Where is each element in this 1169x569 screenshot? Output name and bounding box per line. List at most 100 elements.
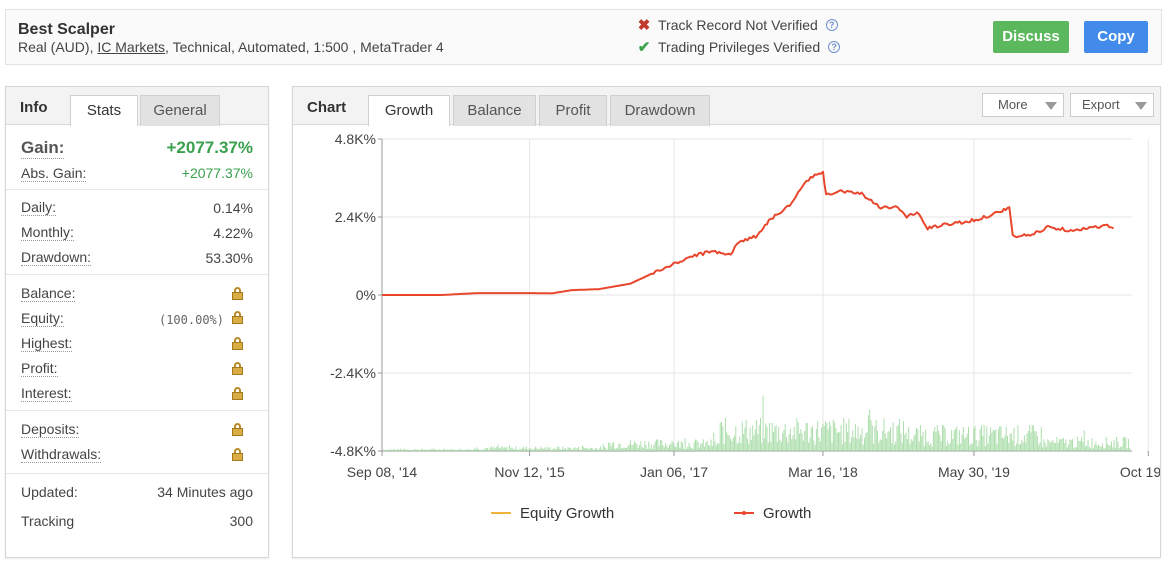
volume-bar <box>467 450 469 451</box>
volume-bar <box>995 429 997 451</box>
volume-bar <box>748 443 750 451</box>
growth-chart[interactable]: 4.8K% 2.4K% 0% -2.4K% -4.8K% Sep 08, '14 Nov … <box>293 125 1160 557</box>
volume-bar <box>910 438 912 451</box>
help-icon[interactable]: ? <box>828 41 841 53</box>
volume-bar <box>448 450 449 451</box>
volume-bar <box>1088 447 1090 451</box>
volume-bar <box>784 424 786 451</box>
volume-bar <box>581 445 583 451</box>
help-icon[interactable]: ? <box>825 19 838 31</box>
volume-bar <box>728 435 730 451</box>
volume-bar <box>410 450 412 451</box>
volume-bar <box>553 447 555 451</box>
tab-general[interactable]: General <box>140 95 220 126</box>
volume-bar <box>500 448 501 451</box>
lock-icon <box>232 287 243 300</box>
volume-bar <box>705 442 707 451</box>
volume-bar <box>650 444 652 451</box>
volume-bar <box>827 429 829 451</box>
volume-bar <box>575 448 577 451</box>
copy-button[interactable]: Copy <box>1084 21 1148 53</box>
volume-bar <box>570 447 572 451</box>
volume-bar <box>1117 441 1119 451</box>
volume-bar <box>614 448 616 451</box>
volume-bar <box>510 447 512 451</box>
volume-bar <box>622 448 624 451</box>
volume-bar <box>724 417 726 451</box>
volume-bar <box>470 449 472 451</box>
volume-bar <box>1068 444 1070 451</box>
export-dropdown[interactable]: Export <box>1070 93 1154 117</box>
divider <box>6 189 268 190</box>
more-dropdown[interactable]: More <box>982 93 1064 117</box>
volume-bar <box>414 449 416 451</box>
volume-bar <box>965 437 967 451</box>
volume-bar <box>805 422 807 451</box>
volume-bar <box>576 448 578 451</box>
volume-bar <box>489 447 491 451</box>
tab-growth[interactable]: Growth <box>368 95 450 126</box>
volume-bar <box>502 447 504 451</box>
tab-profit[interactable]: Profit <box>539 95 607 126</box>
volume-bar <box>654 441 656 451</box>
volume-bar <box>883 418 885 451</box>
broker-link[interactable]: IC Markets <box>97 39 166 55</box>
volume-bar <box>826 423 828 451</box>
volume-bar <box>734 435 735 451</box>
volume-bar <box>1034 431 1036 451</box>
volume-bar <box>1061 439 1063 451</box>
system-title: Best Scalper <box>18 21 115 38</box>
volume-bar <box>968 426 969 451</box>
volume-bar <box>731 441 733 451</box>
volume-bar <box>640 441 642 451</box>
volume-bar <box>708 445 709 451</box>
volume-bar <box>420 449 422 451</box>
volume-bar <box>1001 437 1003 451</box>
volume-bar <box>1010 433 1012 451</box>
volume-bar <box>1081 437 1083 451</box>
volume-bar <box>978 440 980 451</box>
y-axis: 4.8K% 2.4K% 0% -2.4K% -4.8K% <box>330 131 376 459</box>
volume-bar <box>939 434 941 451</box>
account-type-text: Real (AUD), <box>18 39 98 55</box>
volume-bar <box>568 448 570 451</box>
volume-bar <box>948 444 950 451</box>
drawdown-row: Drawdown: 53.30% <box>21 245 253 270</box>
volume-bar <box>1098 444 1099 451</box>
volume-bar <box>817 421 819 451</box>
tab-balance[interactable]: Balance <box>453 95 536 126</box>
volume-bar <box>450 450 452 451</box>
volume-bar <box>711 445 713 451</box>
volume-bar <box>804 431 806 451</box>
x-tick-label: Jan 06, '17 <box>640 464 708 480</box>
volume-bar <box>741 421 743 451</box>
chart-legend[interactable]: Equity Growth Growth <box>491 505 811 522</box>
volume-bar <box>756 420 758 451</box>
volume-bar <box>757 434 759 451</box>
volume-bar <box>436 449 438 451</box>
volume-bar <box>399 448 401 451</box>
volume-bar <box>451 449 453 451</box>
volume-bar <box>557 446 559 451</box>
volume-bar <box>591 447 592 451</box>
volume-bar <box>645 445 647 451</box>
volume-bar <box>528 448 530 451</box>
volume-bar <box>925 429 927 451</box>
volume-bar <box>831 442 833 451</box>
volume-bar <box>750 439 752 451</box>
equity-percent: (100.00%) <box>158 312 224 327</box>
volume-bar <box>942 424 943 451</box>
volume-bar <box>626 447 628 451</box>
volume-bar <box>607 442 609 451</box>
volume-bar <box>938 430 940 451</box>
tab-drawdown[interactable]: Drawdown <box>610 95 710 126</box>
volume-bar <box>1021 439 1023 451</box>
monthly-label: Monthly: <box>21 224 74 241</box>
x-tick-label: May 30, '19 <box>938 464 1010 480</box>
tab-stats[interactable]: Stats <box>70 95 138 126</box>
volume-bar <box>1060 439 1062 451</box>
volume-bar <box>791 439 793 451</box>
volume-bar <box>442 449 444 451</box>
discuss-button[interactable]: Discuss <box>993 21 1069 53</box>
daily-row: Daily: 0.14% <box>21 195 253 220</box>
